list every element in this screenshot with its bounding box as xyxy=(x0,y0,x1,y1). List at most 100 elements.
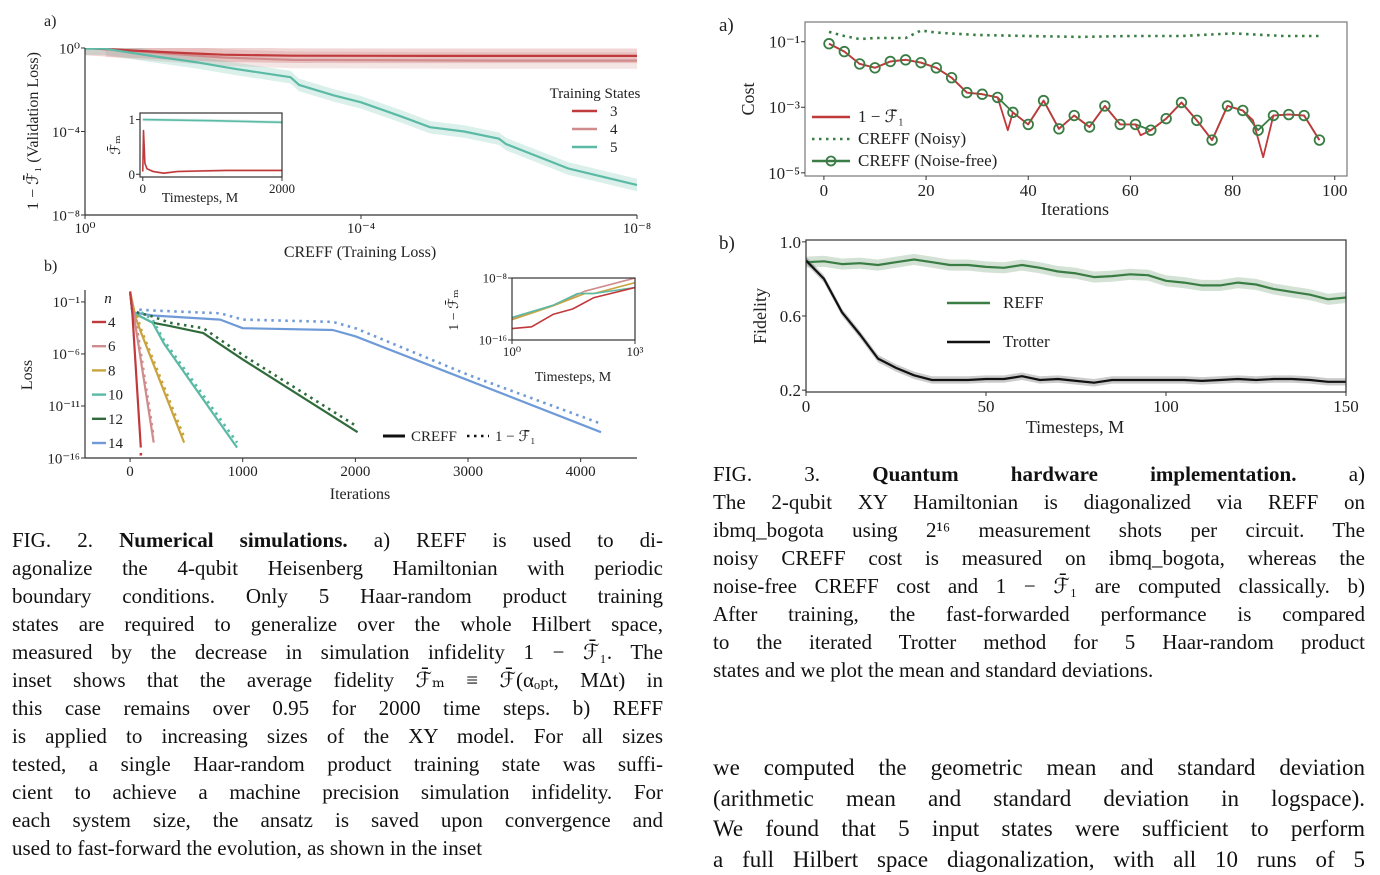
y-axis-label: 1 − ℱ̄₁ (Validation Loss) xyxy=(23,52,42,210)
legend-title: n xyxy=(104,291,112,307)
text-line: tested, a single Haar-random product tra… xyxy=(12,750,663,778)
x-tick-label: 3000 xyxy=(453,464,483,480)
y-tick-label: 10⁻⁴ xyxy=(52,125,80,141)
y-tick-label: 10⁻³ xyxy=(769,98,800,117)
x-axis-label: Timesteps, M xyxy=(162,191,239,206)
fig3-panel-a-label: a) xyxy=(719,15,734,36)
y-tick-label: 10⁻¹⁶ xyxy=(479,333,507,348)
x-tick-label: 50 xyxy=(978,397,995,416)
series-line-n=12-creff xyxy=(130,292,358,433)
text-line: states are required to generalize over t… xyxy=(12,610,663,638)
x-axis-label: Iterations xyxy=(330,486,390,503)
y-tick-label: 10⁻¹¹ xyxy=(48,399,80,415)
y-tick-label: 1.0 xyxy=(780,233,801,252)
x-tick-label: 60 xyxy=(1122,181,1139,200)
text-line: noise-free CREFF cost and 1 − ℱ̄₁ are co… xyxy=(713,572,1365,600)
legend-label: 1 − ℱ̄₁ xyxy=(495,429,535,445)
x-axis-label: CREFF (Training Loss) xyxy=(284,244,436,261)
caption-title: Quantum hardware implementation. xyxy=(872,462,1296,486)
legend-label: 8 xyxy=(108,363,116,379)
fig3-panel-b-label: b) xyxy=(719,233,735,254)
body-text: we computed the geometric mean and stand… xyxy=(713,753,1365,875)
legend-label: Trotter xyxy=(1003,332,1050,351)
text-line: agonalize the 4-qubit Heisenberg Hamilto… xyxy=(12,554,663,582)
legend-label: 10 xyxy=(108,388,123,404)
legend-label: 14 xyxy=(108,436,124,452)
x-tick-label: 10³ xyxy=(627,344,644,359)
x-tick-label: 1000 xyxy=(228,464,258,480)
caption-line: FIG. 2. Numerical simulations. a) REFF i… xyxy=(12,526,663,554)
plot-area xyxy=(806,254,1346,387)
legend-label: 5 xyxy=(610,140,618,156)
text-line: inset shows that the average fidelity ℱ̄… xyxy=(12,666,663,694)
x-tick-label: 2000 xyxy=(340,464,370,480)
legend-label: REFF xyxy=(1003,293,1044,312)
y-tick-label: 1 xyxy=(129,112,136,127)
legend-label: 1 − ℱ̄₁ xyxy=(858,107,904,126)
y-tick-label: 10⁻⁸ xyxy=(52,208,80,224)
series-line-3-states xyxy=(143,131,282,174)
y-tick-label: 10⁻⁶ xyxy=(52,347,80,363)
text-line: states and we plot the mean and standard… xyxy=(713,656,1365,684)
legend-label: 4 xyxy=(610,122,618,138)
series-band xyxy=(806,254,1346,305)
x-axis-label: Timesteps, M xyxy=(1026,417,1124,437)
y-tick-label: 10⁰ xyxy=(59,41,80,57)
text-line: After training, the fast-forwarded perfo… xyxy=(713,600,1365,628)
y-tick-label: 0 xyxy=(129,167,136,182)
plot-area xyxy=(512,278,635,329)
text-line: used to fast-forward the evolution, as s… xyxy=(12,834,663,862)
text-line: we computed the geometric mean and stand… xyxy=(713,753,1365,784)
text-line: to the iterated Trotter method for 5 Haa… xyxy=(713,628,1365,656)
caption-lines: The 2-qubit XY Hamiltonian is diagonaliz… xyxy=(713,488,1365,684)
x-tick-label: 0 xyxy=(140,181,147,196)
y-tick-label: 0.6 xyxy=(780,307,801,326)
series-line-creff-noisy- xyxy=(829,31,1319,40)
y-tick-label: 10⁻¹⁶ xyxy=(47,451,80,467)
series-line-n=10-infidelity xyxy=(141,312,237,442)
caption-lines: agonalize the 4-qubit Heisenberg Hamilto… xyxy=(12,554,663,862)
y-axis-label: Fidelity xyxy=(750,288,770,344)
caption-text: a) xyxy=(1349,462,1365,486)
text-line: is applied to increasing sizes of the XY… xyxy=(12,722,663,750)
fig2-panel-b-label: b) xyxy=(44,258,57,275)
text-line: each system size, the ansatz is saved up… xyxy=(12,806,663,834)
y-tick-label: 0.2 xyxy=(780,381,801,400)
text-line: ibmq_bogota using 2¹⁶ measurement shots … xyxy=(713,516,1365,544)
legend: REFF Trotter xyxy=(947,293,1050,351)
x-axis-label: Timesteps, M xyxy=(535,370,612,385)
legend-label: 6 xyxy=(108,339,116,355)
y-axis-label: ℱ̄ₘ xyxy=(107,135,124,155)
legend-label: 3 xyxy=(610,104,618,120)
text-line: We found that 5 input states were suffic… xyxy=(713,814,1365,845)
plot-area xyxy=(85,40,637,191)
y-tick-label: 10⁻¹ xyxy=(769,33,800,52)
plot-area xyxy=(143,118,282,174)
x-tick-label: 10⁻⁴ xyxy=(347,221,375,237)
x-tick-label: 20 xyxy=(918,181,935,200)
legend-label: 4 xyxy=(108,315,116,331)
legend-title: Training States xyxy=(550,86,641,102)
x-tick-label: 40 xyxy=(1020,181,1037,200)
legend: Training States 3 4 5 xyxy=(550,86,641,156)
figure2-caption: FIG. 2. Numerical simulations. a) REFF i… xyxy=(12,526,663,862)
fig2-panel-a-label: a) xyxy=(44,13,56,30)
x-tick-label: 0 xyxy=(802,397,811,416)
x-tick-label: 0 xyxy=(820,181,829,200)
y-axis-label: Cost xyxy=(738,82,758,115)
text-line: The 2-qubit XY Hamiltonian is diagonaliz… xyxy=(713,488,1365,516)
legend-label: CREFF (Noisy) xyxy=(858,129,966,148)
x-axis-label: Iterations xyxy=(1041,199,1109,219)
caption-label: FIG. 2. xyxy=(12,528,93,552)
caption-text: a) REFF is used to di- xyxy=(374,528,663,552)
x-tick-label: 100 xyxy=(1322,181,1348,200)
caption-title: Numerical simulations. xyxy=(119,528,348,552)
